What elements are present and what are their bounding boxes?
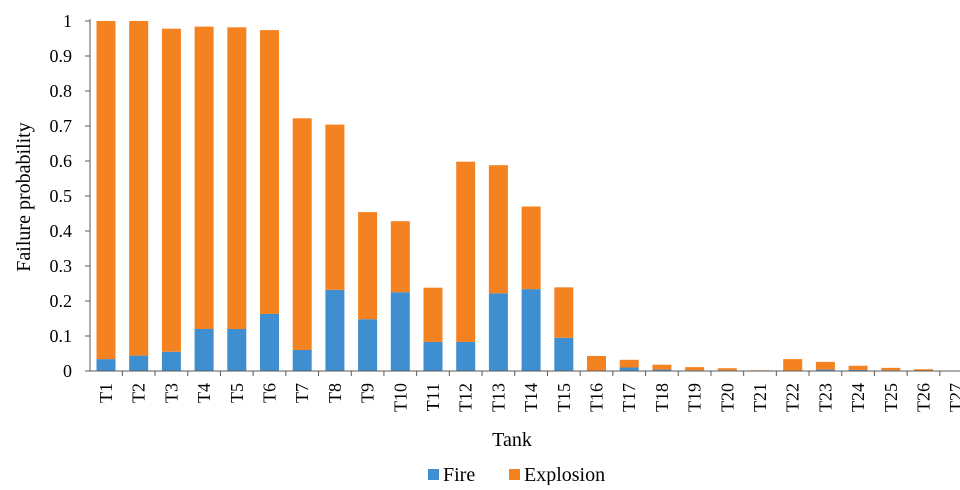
bar-explosion-t5 (227, 27, 246, 329)
bar-fire-t8 (325, 290, 344, 371)
bar-fire-t6 (260, 314, 279, 371)
x-tick-label: T27 (946, 383, 960, 412)
x-tick-label: T21 (750, 383, 770, 412)
legend: Fire Explosion (428, 464, 605, 485)
x-tick-label: T8 (325, 383, 345, 403)
x-tick-label: T9 (358, 383, 378, 403)
legend-swatch-explosion (509, 469, 520, 480)
legend-swatch-fire (428, 469, 439, 480)
y-tick-label: 0.6 (50, 151, 73, 171)
x-tick-label: T16 (587, 383, 607, 412)
bar-explosion-t25 (881, 368, 900, 370)
x-tick-label: T14 (521, 383, 541, 412)
x-tick-label: T1 (96, 383, 116, 403)
bar-explosion-t8 (325, 125, 344, 290)
bar-fire-t9 (358, 319, 377, 371)
y-tick-label: 0.5 (50, 186, 73, 206)
legend-label-fire: Fire (443, 464, 475, 485)
bar-explosion-t12 (456, 162, 475, 342)
y-tick-label: 0.3 (50, 256, 73, 276)
bar-fire-t14 (522, 289, 541, 371)
bar-explosion-t1 (97, 21, 116, 359)
x-tick-label: T6 (260, 383, 280, 403)
x-tick-label: T15 (554, 383, 574, 412)
x-tick-label: T5 (227, 383, 247, 403)
bar-explosion-t18 (652, 365, 671, 370)
bar-fire-t3 (162, 352, 181, 371)
bars-layer (97, 21, 934, 371)
bar-explosion-t19 (685, 367, 704, 370)
x-tick-label: T17 (619, 383, 639, 412)
y-tick-label: 0.9 (50, 46, 73, 66)
bar-explosion-t9 (358, 212, 377, 319)
x-tick-label: T26 (914, 383, 934, 412)
bar-fire-t12 (456, 342, 475, 371)
bar-explosion-t10 (391, 221, 410, 292)
bar-explosion-t24 (849, 366, 868, 370)
bar-explosion-t4 (195, 27, 214, 329)
bar-explosion-t6 (260, 30, 279, 314)
bar-fire-t10 (391, 292, 410, 371)
y-tick-label: 0.8 (50, 81, 73, 101)
x-tick-label: T22 (783, 383, 803, 412)
x-tick-label: T10 (390, 383, 410, 412)
bar-fire-t15 (554, 338, 573, 371)
bar-explosion-t7 (293, 118, 312, 350)
bar-explosion-t17 (620, 360, 639, 368)
bar-explosion-t13 (489, 165, 508, 293)
x-tick-label: T3 (161, 383, 181, 403)
x-tick-label: T19 (685, 383, 705, 412)
bar-fire-t4 (195, 329, 214, 371)
bar-explosion-t2 (129, 21, 148, 356)
x-tick-label: T11 (423, 383, 443, 411)
x-tick-label: T25 (881, 383, 901, 412)
x-tick-label: T12 (456, 383, 476, 412)
bar-fire-t7 (293, 350, 312, 371)
y-axis-title: Failure probability (13, 122, 35, 271)
bar-explosion-t3 (162, 29, 181, 352)
y-tick-label: 0.2 (50, 291, 73, 311)
x-tick-label: T18 (652, 383, 672, 412)
y-tick-label: 1 (63, 11, 72, 31)
x-tick-label: T13 (488, 383, 508, 412)
bar-explosion-t20 (718, 368, 737, 370)
bar-explosion-t16 (587, 356, 606, 371)
bar-explosion-t22 (783, 359, 802, 371)
bar-explosion-t26 (914, 369, 933, 370)
x-tick-label: T7 (292, 383, 312, 403)
y-tick-label: 0 (63, 361, 72, 381)
y-tick-label: 0.4 (50, 221, 73, 241)
bar-explosion-t15 (554, 287, 573, 337)
bar-explosion-t23 (816, 362, 835, 370)
x-axis-title: Tank (492, 429, 532, 451)
bar-fire-t13 (489, 293, 508, 371)
x-tick-label: T24 (848, 383, 868, 412)
legend-label-explosion: Explosion (524, 464, 605, 485)
x-tick-label: T23 (815, 383, 835, 412)
bar-fire-t1 (97, 359, 116, 371)
bar-explosion-t14 (522, 207, 541, 290)
bar-fire-t11 (424, 342, 443, 371)
x-tick-label: T20 (717, 383, 737, 412)
bar-explosion-t11 (424, 288, 443, 342)
y-tick-label: 0.7 (50, 116, 73, 136)
bar-fire-t2 (129, 356, 148, 371)
bar-fire-t5 (227, 329, 246, 371)
x-tick-label: T2 (129, 383, 149, 403)
y-tick-label: 0.1 (50, 326, 73, 346)
bar-fire-t17 (620, 368, 639, 372)
x-tick-label: T4 (194, 383, 214, 403)
